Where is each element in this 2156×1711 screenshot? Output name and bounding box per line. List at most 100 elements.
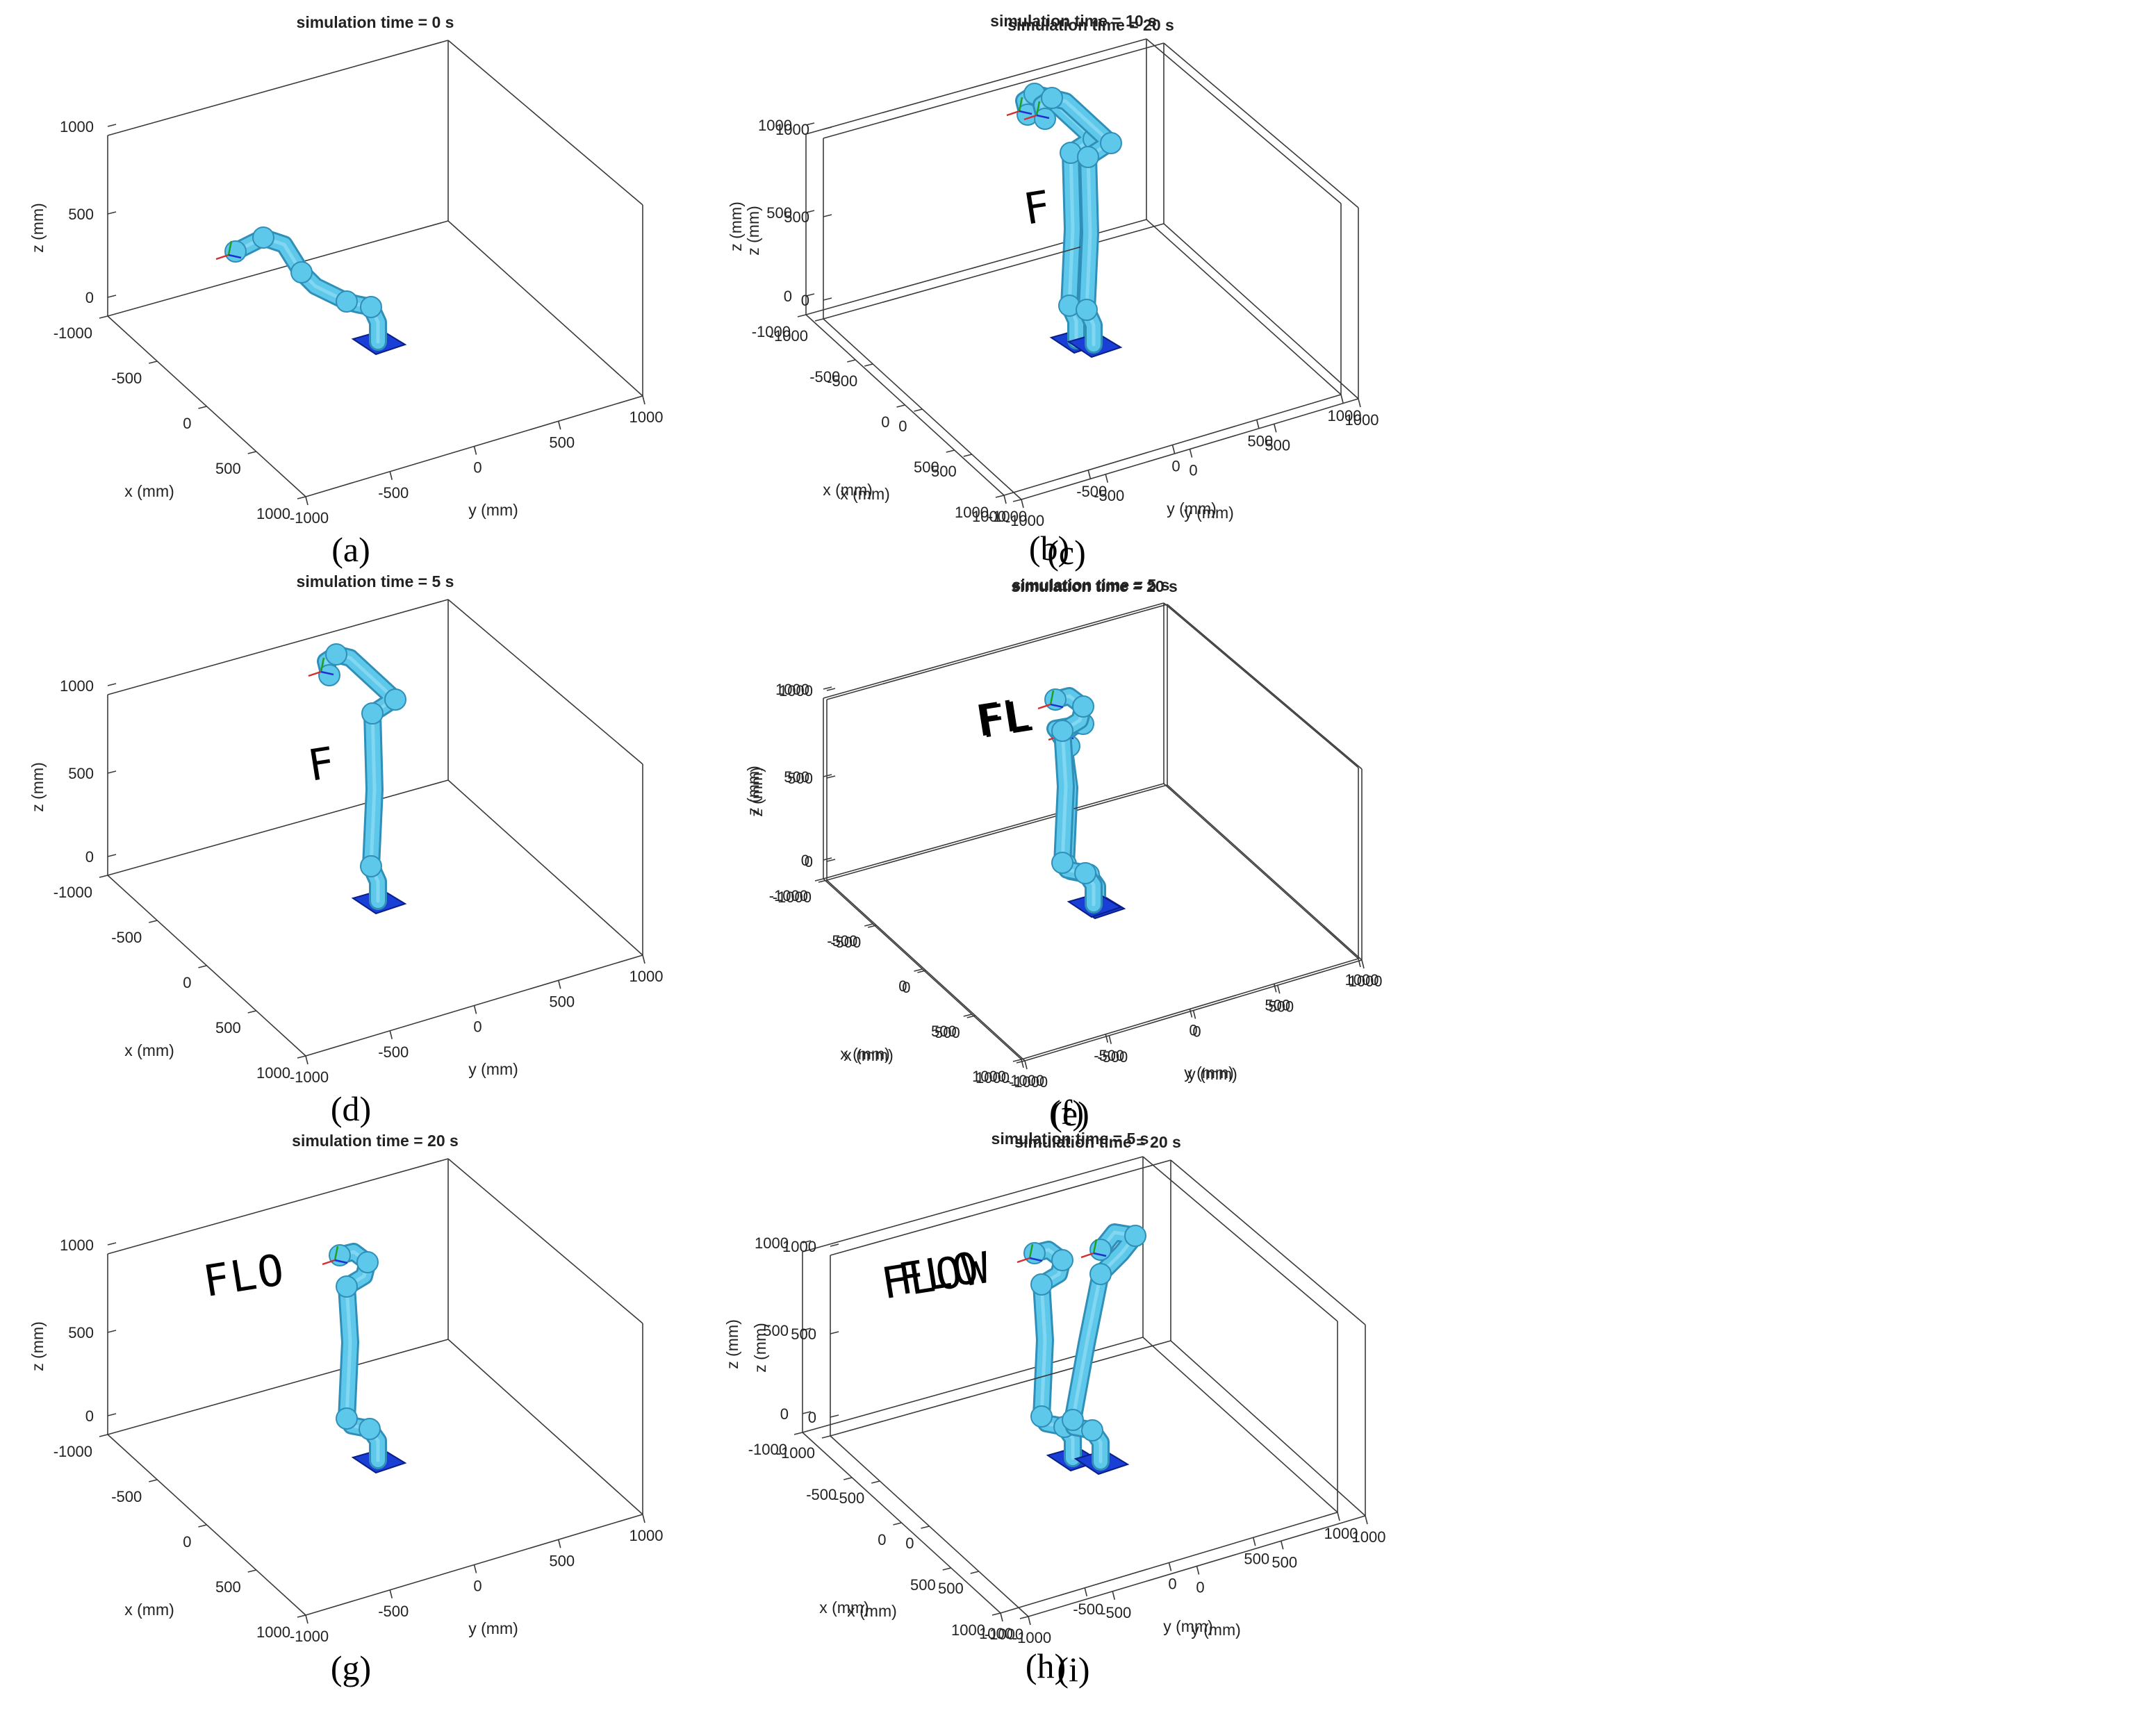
y-axis-label: y (mm) — [1163, 1617, 1213, 1635]
y-tick-label: 500 — [1265, 996, 1290, 1014]
y-tick-label: 500 — [1244, 1550, 1269, 1567]
z-axis-label: z (mm) — [744, 766, 762, 816]
axes-box — [99, 1158, 645, 1624]
y-tick-label: 1000 — [1349, 973, 1383, 990]
y-axis-label: y (mm) — [1167, 499, 1217, 518]
y-tick-label: 500 — [549, 1552, 575, 1569]
z-tick-label: 500 — [763, 1322, 789, 1339]
x-tick-label: -500 — [111, 370, 142, 387]
x-tick-label: 500 — [215, 1019, 241, 1036]
z-axis-label: z (mm) — [28, 762, 47, 812]
z-tick-label: 0 — [784, 288, 792, 305]
y-tick-label: 1000 — [629, 1527, 664, 1544]
subfigure-label: (g) — [331, 1648, 371, 1687]
robot-joint — [336, 1407, 358, 1430]
x-tick-label: 0 — [898, 418, 907, 435]
robot-joint — [1030, 1273, 1053, 1296]
z-tick-label: 500 — [784, 768, 809, 786]
y-tick-label: 0 — [1192, 1023, 1201, 1041]
x-tick-label: -500 — [111, 1488, 142, 1505]
y-tick-label: -1000 — [290, 1628, 329, 1645]
robot-joint — [1030, 1405, 1053, 1428]
y-tick-label: 0 — [473, 459, 482, 477]
robot-joint — [361, 702, 384, 725]
x-tick-label: 0 — [902, 979, 910, 996]
panel-title: simulation time = 20 s — [1007, 16, 1174, 34]
robot-joint — [360, 855, 382, 877]
panel-title: simulation time = 10 s — [990, 12, 1157, 30]
z-tick-label: 500 — [766, 204, 792, 222]
robot-joint — [252, 226, 274, 249]
tool-frame — [1006, 97, 1032, 117]
robot-joint — [1051, 1249, 1073, 1271]
x-tick-label: -1000 — [748, 1441, 787, 1458]
z-tick-label: 1000 — [779, 682, 813, 700]
y-tick-label: -1000 — [1005, 1072, 1044, 1089]
subfigure-label: (h) — [1026, 1646, 1066, 1685]
y-tick-label: -1000 — [290, 1068, 329, 1086]
robot-joint — [1034, 108, 1056, 130]
trace-text: FL — [972, 688, 1034, 747]
x-tick-label: 0 — [881, 413, 889, 431]
trace-text: FLO — [894, 1242, 983, 1305]
axes-box — [814, 42, 1361, 509]
z-tick-label: 0 — [85, 1407, 94, 1425]
x-tick-label: 0 — [905, 1535, 914, 1552]
y-tick-label: 1000 — [1345, 411, 1379, 429]
y-tick-label: -1000 — [1005, 512, 1044, 529]
trace-text: FLOW — [878, 1242, 994, 1309]
x-tick-label: 500 — [931, 1023, 957, 1040]
robot-joint — [360, 296, 382, 318]
x-tick-label: -500 — [809, 368, 840, 386]
x-tick-label: 0 — [183, 415, 191, 432]
y-axis-label: y (mm) — [468, 1619, 518, 1637]
x-tick-label: 0 — [183, 974, 191, 991]
panel-title: simulation time = 20 s — [1014, 1133, 1181, 1151]
subfigure-label: (a) — [331, 530, 370, 569]
x-axis-label: x (mm) — [124, 482, 174, 500]
y-tick-label: -500 — [1076, 483, 1107, 500]
axes-box — [99, 40, 645, 506]
trace-text: F — [304, 737, 339, 791]
panel-title: simulation time = 20 s — [1011, 577, 1178, 595]
robot-joint — [1124, 1225, 1146, 1247]
x-tick-label: 1000 — [256, 505, 290, 522]
x-tick-label: -1000 — [54, 884, 92, 901]
robot-arm — [1044, 687, 1103, 914]
robot-joint — [1051, 852, 1073, 874]
z-axis-label: z (mm) — [748, 767, 766, 817]
subfigure-label: (b) — [1029, 529, 1069, 568]
y-tick-label: 500 — [549, 433, 575, 451]
x-axis-label: x (mm) — [124, 1601, 174, 1619]
robot-joint — [356, 1251, 379, 1273]
z-tick-label: 500 — [68, 1324, 94, 1341]
z-tick-label: 0 — [805, 853, 813, 870]
robot-arm — [1062, 1223, 1146, 1471]
x-tick-label: -1000 — [776, 1444, 815, 1462]
z-tick-label: 1000 — [758, 117, 792, 134]
panel-c: 05001000-1000-50005001000-1000-500050010… — [744, 16, 1379, 572]
y-tick-label: -500 — [1097, 1048, 1128, 1066]
robot-joint — [290, 261, 313, 283]
x-axis-label: x (mm) — [840, 485, 890, 503]
y-axis-label: y (mm) — [1187, 1065, 1237, 1083]
x-axis-label: x (mm) — [844, 1046, 894, 1064]
panel-a: 05001000-1000-50005001000-1000-500050010… — [28, 13, 663, 569]
z-tick-label: 0 — [801, 852, 809, 869]
y-tick-label: 1000 — [629, 408, 664, 426]
axes-box — [793, 1156, 1340, 1622]
robot-joint — [1062, 1409, 1084, 1431]
z-tick-label: 1000 — [755, 1234, 789, 1252]
z-tick-label: 500 — [791, 1325, 816, 1343]
x-tick-label: 1000 — [972, 1068, 1006, 1085]
axes-box — [821, 1159, 1368, 1626]
y-tick-label: 0 — [1196, 1579, 1204, 1596]
x-tick-label: 500 — [931, 463, 957, 480]
y-tick-label: 500 — [1247, 432, 1273, 449]
x-tick-label: 0 — [878, 1531, 886, 1548]
z-axis-label: z (mm) — [744, 206, 762, 256]
z-tick-label: 0 — [780, 1405, 789, 1423]
trace-text: F — [1020, 181, 1055, 235]
z-tick-label: 0 — [85, 848, 94, 866]
robot-joint — [359, 1418, 381, 1440]
